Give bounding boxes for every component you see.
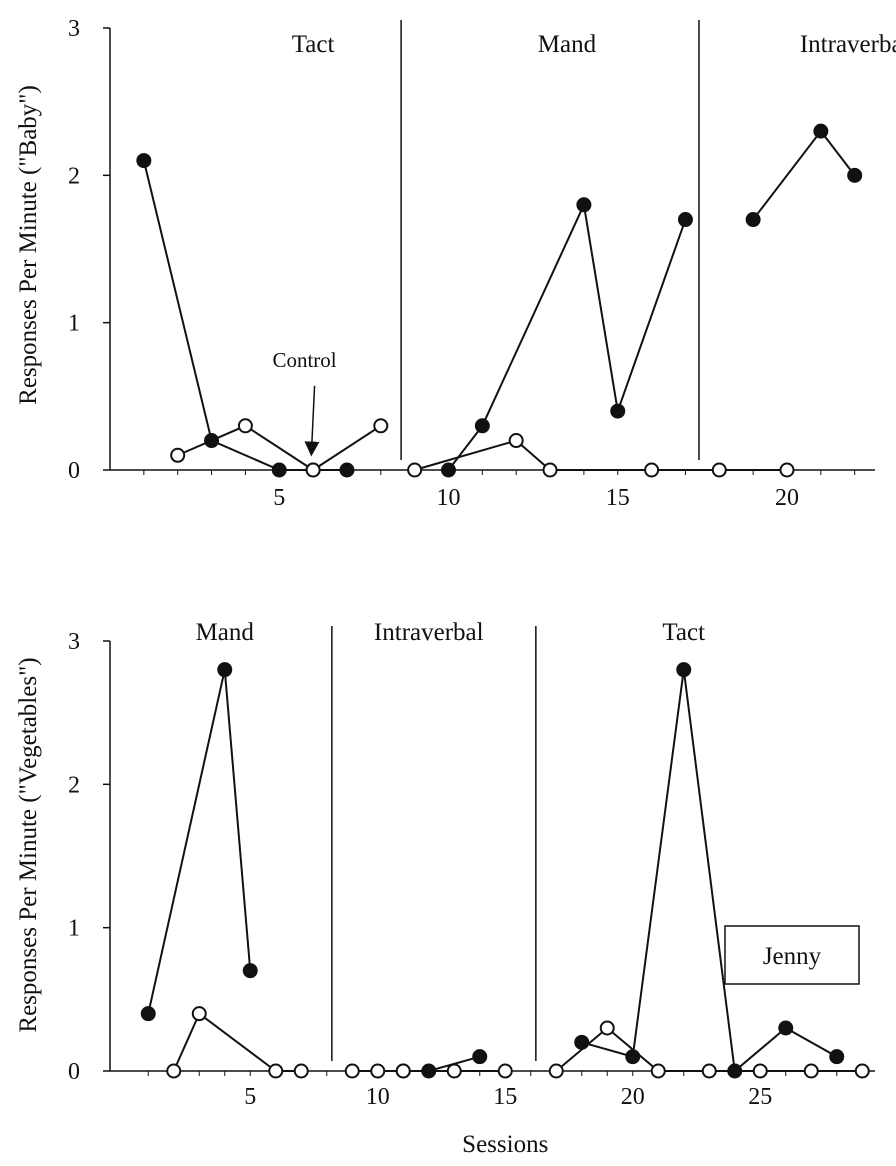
open-series-line: [414, 439, 787, 471]
filled-data-point: [136, 153, 152, 169]
x-axis-label: Sessions: [462, 1131, 548, 1158]
panel-2: 0 1 2 3 5 10 15 20 25 Mand Intraverbal Tact Response…: [15, 619, 875, 1158]
y-axis-label: Responses Per Minute ("Baby"): [15, 85, 42, 405]
open-series-line: [172, 1012, 302, 1072]
open-data-point: [644, 462, 660, 478]
open-data-point: [166, 1063, 182, 1079]
filled-series-line: [147, 669, 252, 1014]
filled-series-line: [581, 669, 838, 1073]
y-tick-label: 2: [68, 163, 80, 189]
open-data-point: [508, 433, 524, 449]
open-data-point: [779, 462, 795, 478]
control-annotation: Control: [272, 348, 336, 372]
open-data-point: [407, 462, 423, 478]
open-data-point: [170, 447, 186, 463]
filled-data-point: [204, 433, 220, 449]
filled-data-point: [745, 212, 761, 228]
participant-box: [724, 925, 860, 985]
filled-data-point: [576, 197, 592, 213]
filled-data-point: [610, 403, 626, 419]
filled-data-point: [242, 963, 258, 979]
open-data-point: [854, 1063, 870, 1079]
filled-data-point: [677, 212, 693, 228]
open-data-point: [191, 1006, 207, 1022]
open-data-point: [701, 1063, 717, 1079]
open-data-point: [373, 418, 389, 434]
open-data-point: [305, 462, 321, 478]
filled-data-point: [676, 662, 692, 678]
open-data-point: [650, 1063, 666, 1079]
open-data-point: [268, 1063, 284, 1079]
filled-data-point: [727, 1063, 743, 1079]
x-tick-label: 5: [244, 1084, 256, 1110]
open-data-point: [752, 1063, 768, 1079]
x-tick-label: 10: [436, 485, 460, 511]
open-data-point: [599, 1020, 615, 1036]
filled-data-point: [847, 167, 863, 183]
x-tick-label: 5: [273, 485, 285, 511]
phase-label: Mand: [196, 619, 255, 646]
x-tick-label: 15: [606, 485, 630, 511]
y-tick-label: 0: [68, 458, 80, 484]
open-data-point: [803, 1063, 819, 1079]
open-data-point: [548, 1063, 564, 1079]
x-tick-label: 20: [775, 485, 799, 511]
y-tick-label: 3: [68, 629, 80, 655]
open-data-point: [711, 462, 727, 478]
open-data-point: [293, 1063, 309, 1079]
filled-data-point: [829, 1049, 845, 1065]
y-tick-label: 0: [68, 1059, 80, 1085]
phase-label: Intraverbal: [374, 619, 484, 646]
phase-label: Tact: [662, 619, 705, 646]
y-tick-label: 1: [68, 311, 80, 337]
phase-label: Tact: [292, 31, 335, 58]
filled-data-point: [217, 662, 233, 678]
phase-label: Intraverbal: [800, 31, 896, 58]
filled-data-point: [440, 462, 456, 478]
filled-data-point: [421, 1063, 437, 1079]
filled-data-point: [271, 462, 287, 478]
filled-series-line: [752, 129, 856, 221]
y-tick-label: 1: [68, 916, 80, 942]
open-data-point: [446, 1063, 462, 1079]
phase-label: Mand: [538, 31, 597, 58]
x-tick-label: 25: [748, 1084, 772, 1110]
filled-data-point: [813, 123, 829, 139]
open-data-point: [395, 1063, 411, 1079]
participant-label: Jenny: [763, 943, 822, 970]
filled-data-point: [472, 1049, 488, 1065]
panel-1: 0 1 2 3 5 10 15 20 Tact Mand Intraverbal Responses …: [15, 16, 896, 511]
y-tick-label: 2: [68, 772, 80, 798]
filled-data-point: [339, 462, 355, 478]
filled-data-point: [574, 1034, 590, 1050]
open-data-point: [370, 1063, 386, 1079]
open-data-point: [542, 462, 558, 478]
filled-data-point: [140, 1006, 156, 1022]
filled-data-point: [474, 418, 490, 434]
x-tick-label: 20: [621, 1084, 645, 1110]
open-data-point: [344, 1063, 360, 1079]
filled-series-line: [403, 1055, 481, 1072]
open-data-point: [497, 1063, 513, 1079]
x-tick-label: 15: [493, 1084, 517, 1110]
filled-data-point: [778, 1020, 794, 1036]
open-data-point: [237, 418, 253, 434]
y-axis-label: Responses Per Minute ("Vegetables"): [15, 657, 42, 1032]
x-tick-label: 10: [366, 1084, 390, 1110]
annotation-arrow: [304, 385, 320, 457]
filled-data-point: [625, 1049, 641, 1065]
y-tick-label: 3: [68, 16, 80, 42]
